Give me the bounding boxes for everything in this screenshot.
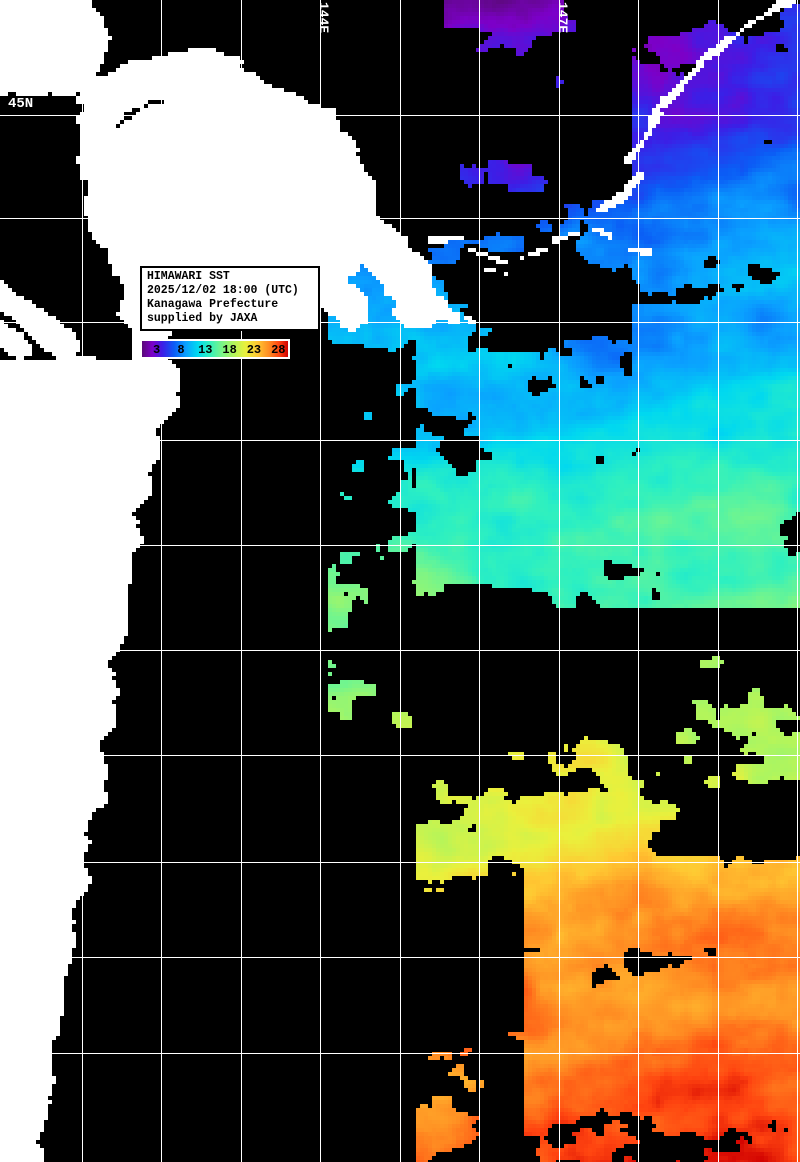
colorbar-tick-3: 3 [152,343,161,357]
info-region: Kanagawa Prefecture [147,298,279,311]
colorbar-tick-13: 13 [198,343,213,357]
colorbar-gradient [142,341,288,357]
longitude-label: 144E [316,2,331,34]
longitude-label: 141E [78,2,93,34]
colorbar-tick-23: 23 [246,343,262,357]
temperature-colorbar: 3 8 13 18 23 28 [140,339,290,359]
longitude-label: 147E [555,2,570,34]
colorbar-tick-8: 8 [177,343,185,357]
colorbar-tick-18: 18 [222,343,237,357]
colorbar-tick-28: 28 [271,343,286,357]
info-title: HIMAWARI SST [147,270,230,283]
latitude-label: 45N [8,96,34,112]
info-source: supplied by JAXA [147,312,258,325]
info-datetime: 2025/12/02 18:00 (UTC) [147,284,299,297]
info-box: HIMAWARI SST 2025/12/02 18:00 (UTC) Kana… [140,266,320,331]
